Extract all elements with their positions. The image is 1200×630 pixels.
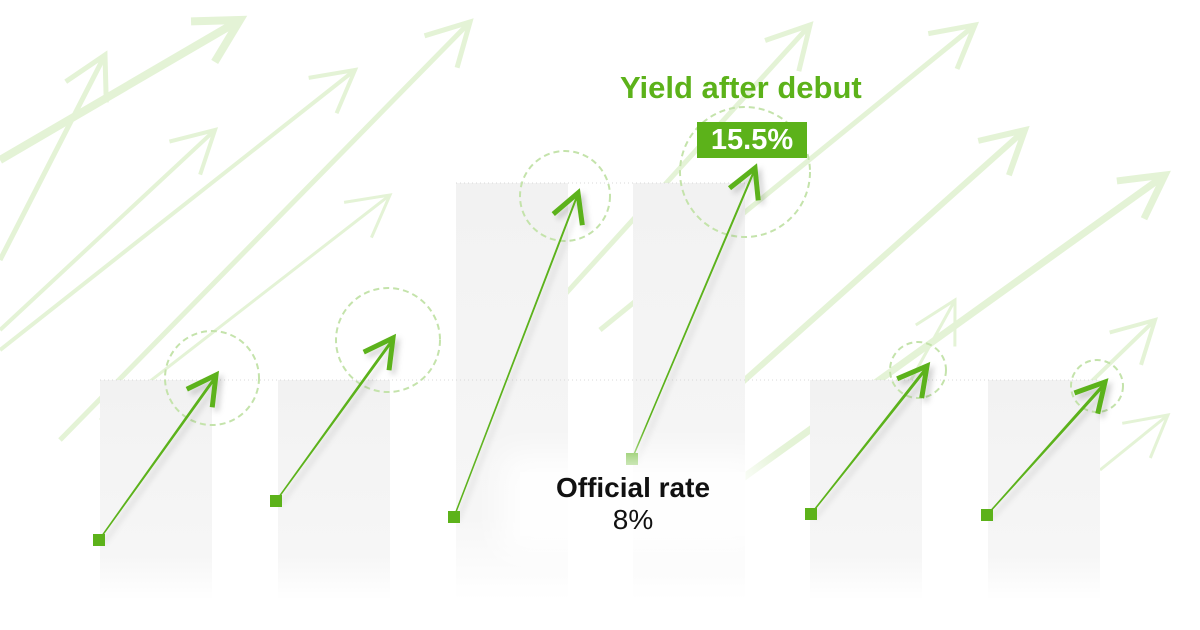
up-right-arrow-icon [626, 106, 811, 465]
highlight-circle [164, 330, 260, 426]
bar [810, 380, 922, 600]
up-right-arrow-icon [93, 330, 260, 546]
up-right-arrow-icon [448, 150, 611, 523]
bar [456, 183, 568, 600]
official-rate-label: Official rate [555, 472, 711, 503]
up-right-arrow-icon [805, 341, 947, 520]
yield-value-badge: 15.5% [697, 122, 807, 158]
official-rate-value: 8% [612, 504, 654, 535]
bar [278, 380, 390, 600]
start-marker [626, 453, 638, 465]
official-rate: Official rate 8% [520, 472, 746, 536]
background-arrow [1099, 413, 1171, 472]
growth-arrows [93, 106, 1124, 546]
start-marker [448, 511, 460, 523]
background-arrow [0, 50, 109, 262]
background-arrow [558, 21, 814, 302]
highlight-circle [889, 341, 947, 399]
background-arrow [58, 18, 474, 442]
background-arrow [0, 127, 219, 332]
up-right-arrow-icon [270, 287, 441, 507]
highlight-circle [679, 106, 811, 238]
background-arrow [0, 15, 248, 164]
highlight-circle [519, 150, 611, 242]
start-marker [93, 534, 105, 546]
background-arrow [0, 67, 359, 352]
background-arrow [698, 125, 1030, 423]
bar [633, 183, 745, 600]
start-marker [805, 508, 817, 520]
bar [988, 380, 1100, 600]
highlight-circle [335, 287, 441, 393]
start-marker [981, 509, 993, 521]
start-marker [270, 495, 282, 507]
bar [100, 380, 212, 600]
up-right-arrow-icon [981, 359, 1124, 521]
yield-label: Yield after debut [620, 70, 862, 105]
